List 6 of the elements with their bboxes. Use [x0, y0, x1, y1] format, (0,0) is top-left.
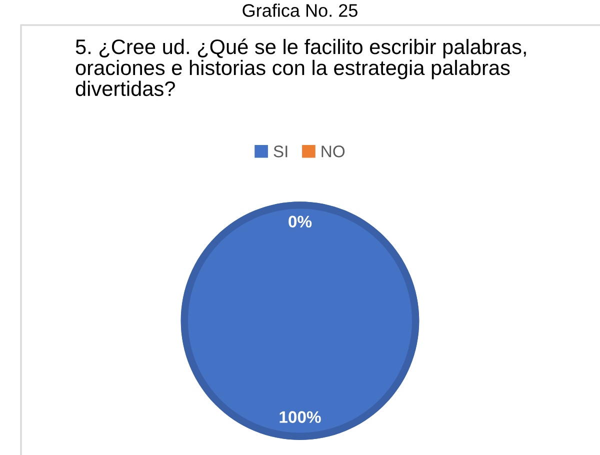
legend-label: NO: [322, 146, 345, 158]
chart-title: 5. ¿Cree ud. ¿Qué se le facilito escribir palabras, oraciones e historias con la estrategia palabras divertidas?: [76, 38, 526, 96]
text: Grafica No. 25: [242, 4, 358, 17]
data-label: 100%: [280, 411, 321, 423]
legend-label: SI: [274, 146, 288, 158]
text: 0%: [288, 216, 312, 228]
